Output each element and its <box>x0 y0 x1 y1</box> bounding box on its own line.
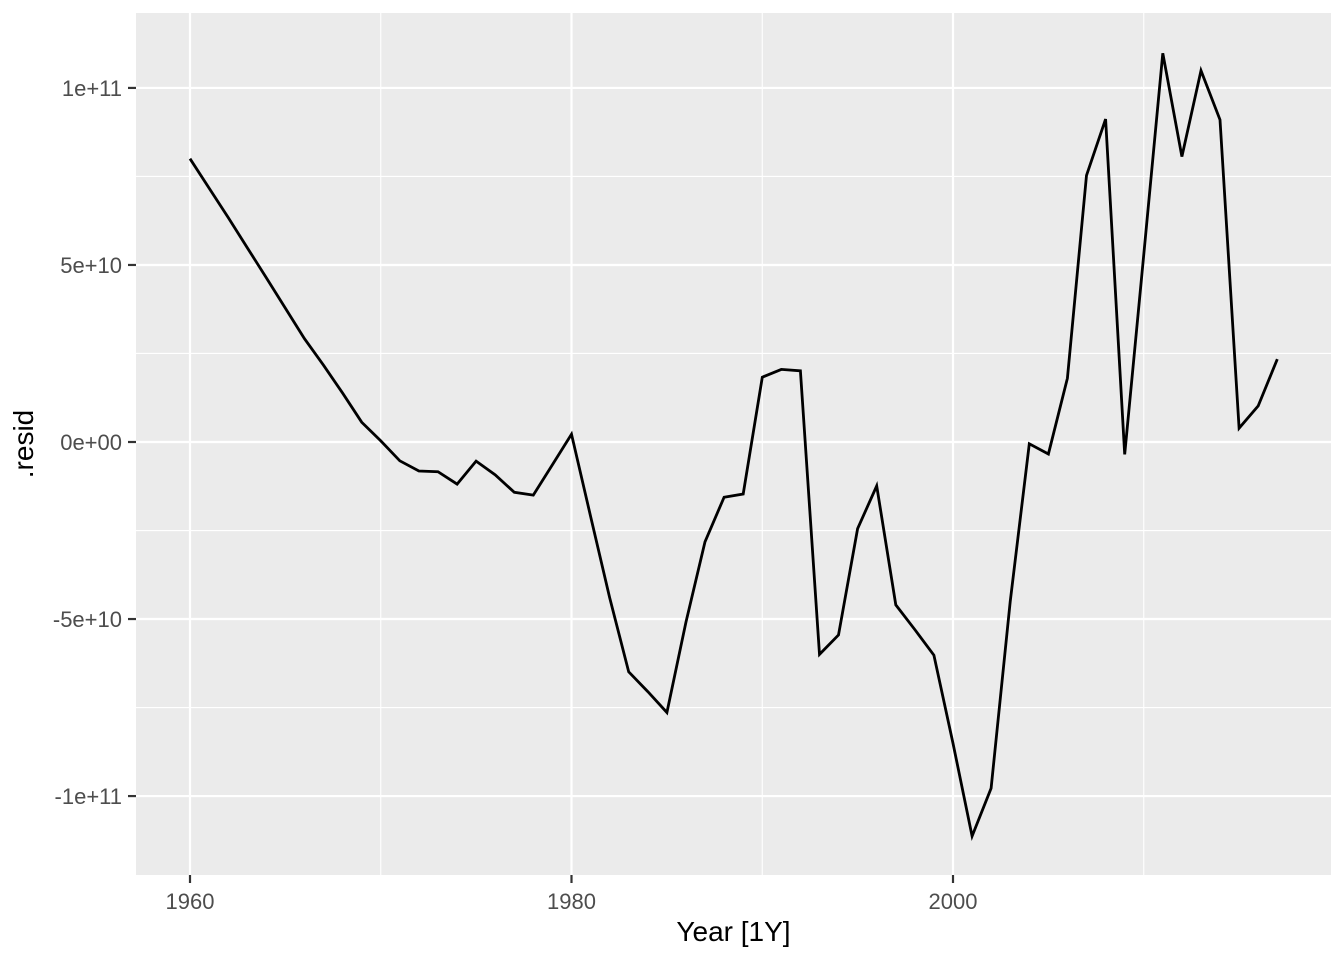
x-axis-title: Year [1Y] <box>676 916 790 947</box>
y-axis-tick-label: 5e+10 <box>60 253 122 278</box>
residuals-series-line <box>188 52 1279 841</box>
x-axis-tick-label: 2000 <box>929 889 978 914</box>
y-axis-tick-label: -5e+10 <box>53 607 122 632</box>
y-axis-tick-label: 0e+00 <box>60 430 122 455</box>
x-axis-tick-label: 1980 <box>547 889 596 914</box>
x-axis-tick-label: 1960 <box>166 889 215 914</box>
plot-panel <box>136 13 1331 875</box>
axis-tick-labels: 1960 1980 2000 1e+11 5e+10 0e+00 -5e+10 -1e+11 <box>53 76 978 914</box>
y-axis-tick-label: 1e+11 <box>62 76 122 101</box>
y-axis-tick-label: -1e+11 <box>55 784 122 809</box>
y-axis-title: .resid <box>8 410 39 478</box>
panel-background <box>136 13 1331 875</box>
axis-ticks <box>128 86 955 883</box>
